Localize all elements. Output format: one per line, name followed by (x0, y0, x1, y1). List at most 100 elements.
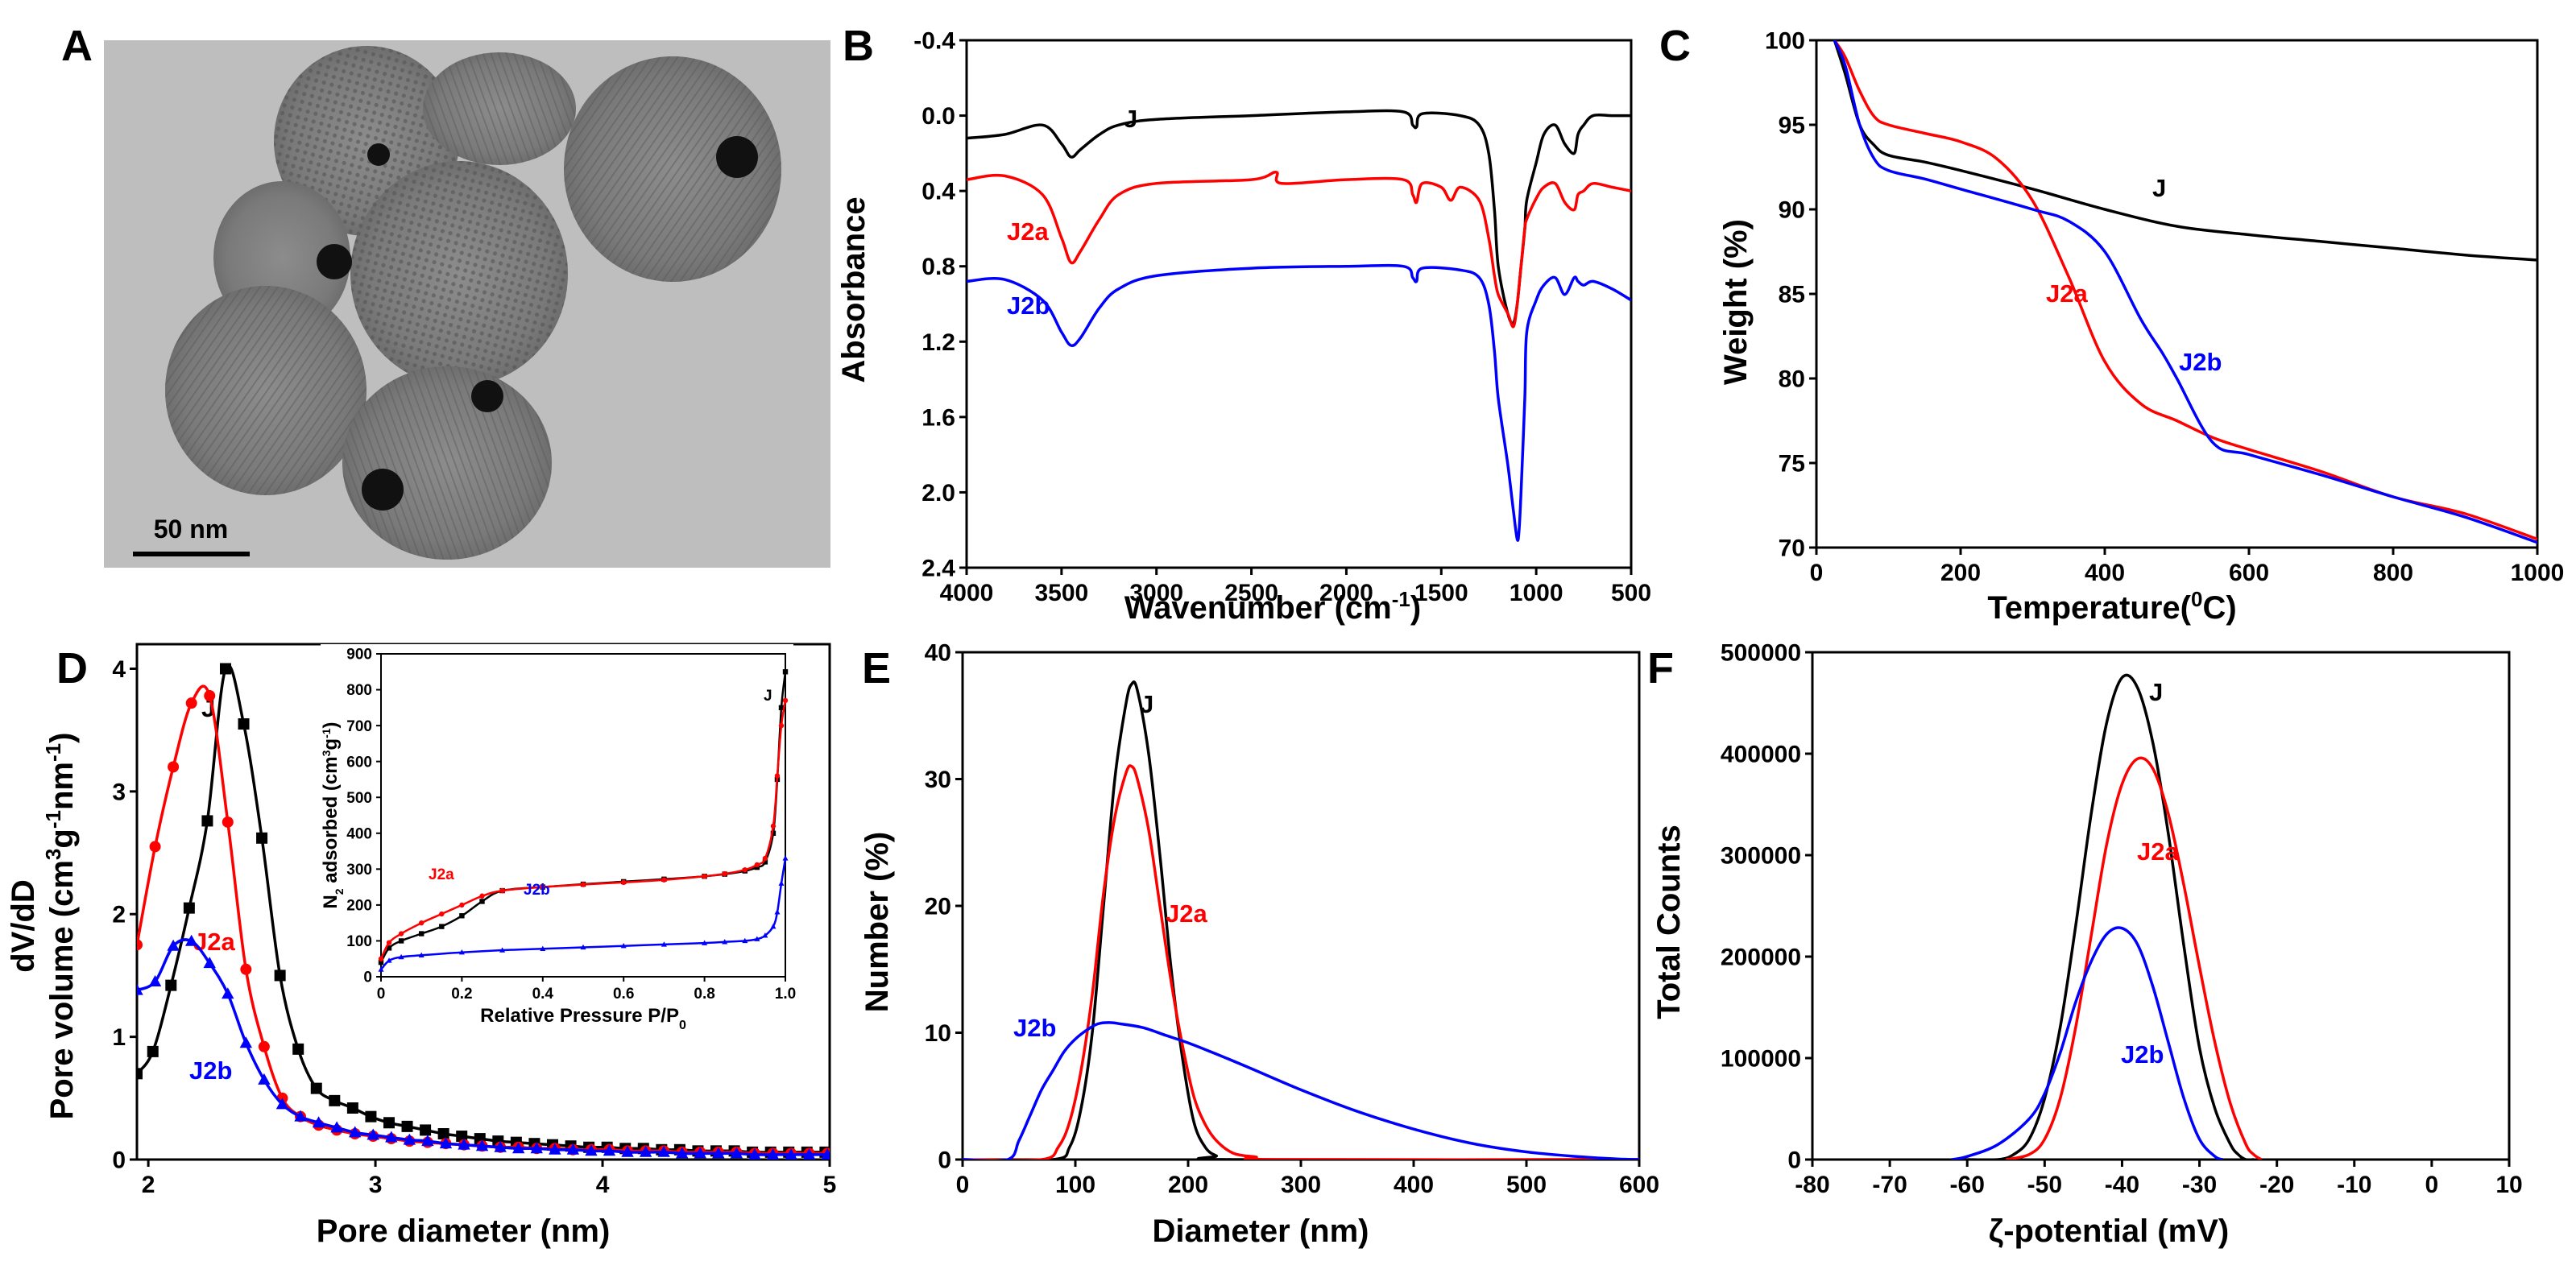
axis-title-x-f: ζ-potential (mV) (1989, 1213, 2229, 1249)
data-point (782, 855, 789, 861)
x-tick-label: 2000 (1319, 580, 1373, 606)
data-point (398, 953, 404, 960)
series-line-j (967, 109, 1631, 325)
series-label-j: J (2152, 174, 2166, 202)
series-label-j2a: J2a (429, 866, 454, 883)
data-point (222, 987, 234, 999)
data-point (365, 1110, 377, 1122)
inset-isotherm: 0 0.2 0.4 0.6 0.8 1.0 0 100 200 300 400 500 600 700 80… (320, 644, 796, 1032)
y-tick-label: 80 (1779, 366, 1805, 393)
series-j2a: J2a (967, 171, 1631, 329)
data-point (748, 1147, 761, 1160)
tem-particle (350, 161, 568, 387)
series-j2a: J2a (963, 764, 1639, 1160)
data-point (137, 1068, 143, 1080)
x-tick-label: 200 (1940, 560, 1981, 586)
data-point (183, 902, 195, 914)
series-label-j2b: J2b (2179, 348, 2222, 376)
x-tick-label: 1000 (1510, 580, 1563, 606)
x-tick-label: -10 (2337, 1172, 2371, 1198)
data-point (742, 867, 748, 873)
x-tick-label: -30 (2182, 1172, 2217, 1198)
y-tick-label: 800 (346, 682, 372, 699)
series-j: J (963, 680, 1639, 1160)
data-point (401, 1120, 413, 1132)
series-line-j2b (1951, 926, 2224, 1160)
data-point (184, 934, 198, 946)
y-tick-label: 1.2 (921, 329, 955, 356)
x-tick-label: 0.2 (451, 986, 472, 1003)
data-point (149, 841, 161, 853)
x-tick-label: 0 (956, 1172, 970, 1198)
series-label-j2a: J2a (2137, 837, 2179, 866)
data-point (165, 979, 177, 991)
data-point (785, 1147, 797, 1160)
panel-letter-a: A (61, 22, 93, 70)
y-tick-label: 300000 (1721, 843, 1801, 870)
data-point (770, 830, 777, 836)
y-tick-label: 300 (346, 862, 372, 879)
y-tick-label: 0.0 (921, 103, 955, 130)
x-tick-label: 2500 (1224, 580, 1278, 606)
series-j: J (1967, 673, 2254, 1160)
panel-letter-f: F (1647, 644, 1674, 693)
x-tick-label: 600 (2229, 560, 2269, 586)
y-tick-label: 1 (112, 1024, 126, 1051)
data-point (458, 1138, 470, 1150)
series-label-j: J (2149, 678, 2163, 706)
tem-nanoparticle (471, 380, 503, 412)
tem-particle (564, 56, 781, 282)
axis-title-x-d: Pore diameter (nm) (317, 1213, 611, 1249)
data-point (419, 920, 425, 926)
series-j: J (1833, 40, 2537, 262)
y-tick-label: 0 (1787, 1147, 1801, 1174)
data-point (694, 1147, 706, 1159)
data-point (549, 1143, 561, 1155)
plot-d: 2 3 4 5 0 1 2 3 4 J J2a J2b (112, 643, 836, 1198)
x-tick-label: 500 (1506, 1172, 1547, 1198)
data-point (459, 913, 465, 919)
data-point (540, 884, 545, 890)
data-point (137, 983, 143, 995)
data-point (312, 1116, 325, 1128)
plot-frame (1815, 39, 2539, 549)
plot-frame (1811, 651, 2511, 1161)
data-point (782, 697, 789, 704)
series-group: J J2a J2b (967, 105, 1631, 542)
tem-particle (342, 366, 552, 560)
data-point (580, 944, 586, 950)
data-point (456, 1131, 468, 1143)
data-point (730, 1147, 743, 1159)
y-tick-label: 85 (1779, 282, 1805, 308)
data-point (258, 1040, 270, 1052)
data-point (439, 911, 445, 917)
x-tick-label: 400 (2085, 560, 2125, 586)
inset-axis-title-y: N2 adsorbed (cm3g-1) (320, 721, 346, 908)
y-tick-label: 200000 (1721, 945, 1801, 971)
x-tick-label: 400 (1394, 1172, 1434, 1198)
x-tick-label: 200 (1168, 1172, 1208, 1198)
tem-nanoparticle (362, 469, 404, 511)
data-point (722, 870, 727, 877)
series-line-j2a (2005, 756, 2263, 1160)
y-tick-label: 0 (112, 1147, 126, 1174)
data-point (378, 959, 384, 965)
data-point (274, 970, 286, 982)
y-tick-label: 10 (925, 1020, 951, 1047)
y-tick-label: 100 (1765, 28, 1805, 55)
data-point (782, 669, 789, 675)
data-point (661, 941, 667, 947)
y-tick-label: 900 (346, 647, 372, 664)
data-point (204, 690, 216, 701)
data-point (742, 937, 748, 944)
plot-b: 4000 3500 3000 2500 2000 1500 1000 500 -0.4 0.0 0.… (913, 28, 1651, 607)
series-j2b: J2b (967, 263, 1631, 542)
series-group: J J2a J2b (137, 663, 830, 1160)
data-point (256, 832, 268, 844)
data-point (821, 1147, 830, 1160)
x-tick-label: 0 (377, 986, 386, 1003)
series-j2b: J2b (1951, 926, 2224, 1160)
series-line-j (1833, 40, 2537, 262)
data-point (222, 816, 234, 828)
y-tick-label: 400000 (1721, 742, 1801, 768)
